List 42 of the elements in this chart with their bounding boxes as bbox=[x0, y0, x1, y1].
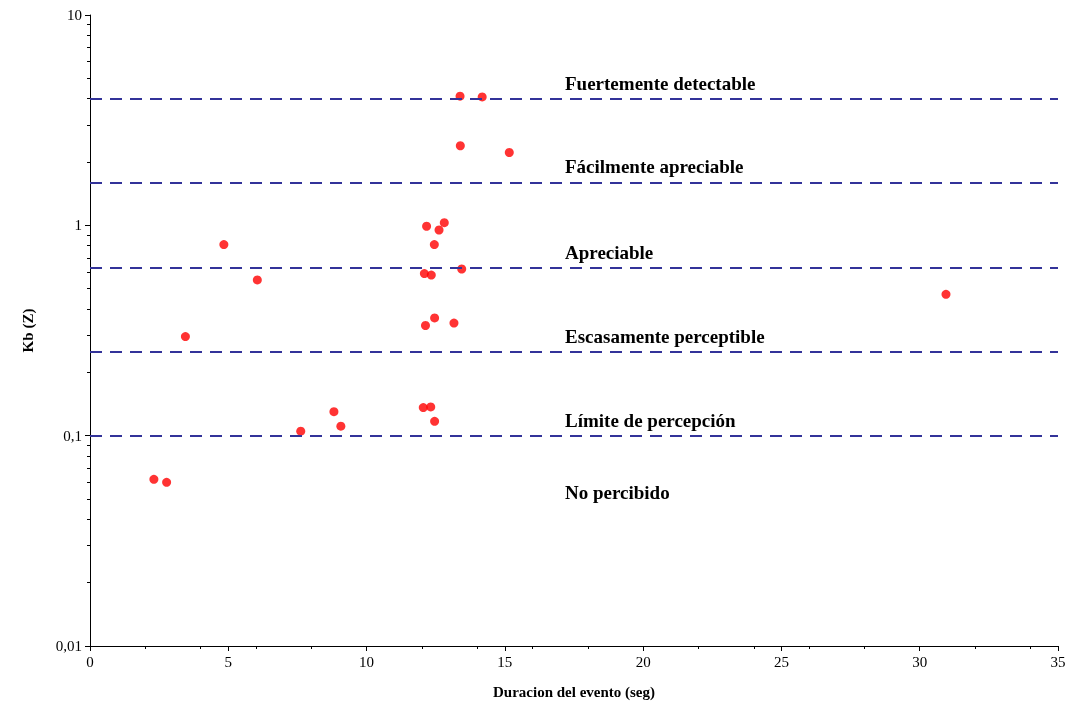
x-tick-label: 15 bbox=[497, 653, 513, 670]
ref-line-label: Límite de percepción bbox=[565, 409, 737, 431]
point bbox=[439, 218, 449, 228]
x-tick-label: 25 bbox=[773, 653, 789, 670]
point bbox=[422, 221, 432, 231]
x-axis-title: Duracion del evento (seg) bbox=[492, 683, 656, 701]
y-tick-label: 0,01 bbox=[55, 638, 82, 654]
point bbox=[430, 313, 440, 323]
point bbox=[219, 240, 229, 250]
point bbox=[162, 477, 172, 487]
point bbox=[420, 321, 430, 330]
y-axis-title: Kb (Z) bbox=[19, 308, 37, 353]
x-tick-label: 35 bbox=[1050, 653, 1066, 670]
point bbox=[336, 421, 346, 431]
ref-line-label: Fácilmente apreciable bbox=[565, 156, 744, 178]
x-tick-label: 5 bbox=[224, 653, 233, 670]
point bbox=[455, 141, 465, 151]
x-tick-label: 30 bbox=[912, 653, 928, 670]
point bbox=[418, 403, 428, 413]
ref-line-label: Escasamente perceptible bbox=[565, 325, 765, 347]
point bbox=[430, 416, 440, 426]
y-tick-label: 10 bbox=[67, 7, 82, 23]
point bbox=[434, 225, 444, 235]
point bbox=[429, 240, 439, 250]
annotation: No percibido bbox=[565, 481, 670, 503]
x-tick-label: 20 bbox=[635, 653, 651, 670]
y-tick-label: 1 bbox=[74, 217, 82, 234]
point bbox=[426, 270, 436, 280]
point bbox=[296, 426, 306, 436]
point bbox=[449, 318, 459, 328]
ref-line-label: Fuertemente detectable bbox=[565, 72, 756, 94]
ref-line-label: Apreciable bbox=[565, 241, 654, 263]
point bbox=[329, 407, 339, 417]
point bbox=[941, 289, 951, 299]
x-tick-label: 10 bbox=[359, 653, 375, 670]
x-tick-label: 0 bbox=[86, 653, 94, 670]
y-tick-label: 0,1 bbox=[63, 427, 82, 444]
point bbox=[504, 147, 514, 157]
point bbox=[252, 275, 262, 285]
point bbox=[426, 402, 436, 412]
point bbox=[149, 474, 159, 484]
point bbox=[180, 332, 190, 342]
